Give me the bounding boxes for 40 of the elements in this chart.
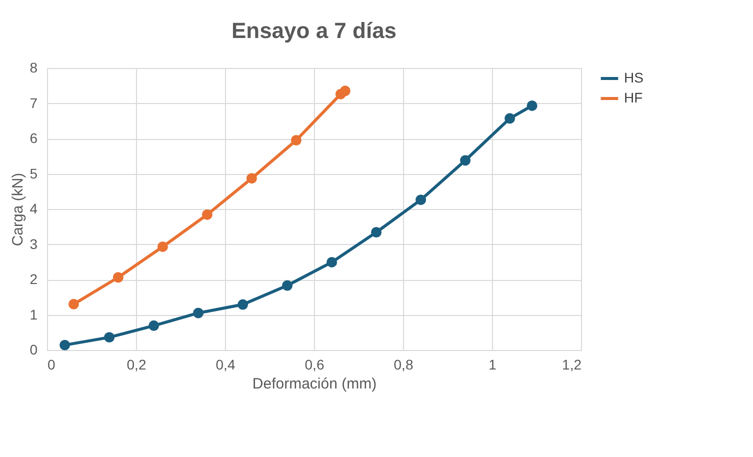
x-tick-label: 1 [488,356,497,372]
x-tick-label: 0,8 [394,356,414,372]
y-tick-label: 2 [30,271,38,287]
point [371,227,382,238]
point [504,113,516,124]
x-tick-label: 0 [48,356,56,372]
y-tick-label: 0 [30,342,38,358]
y-tick-label: 1 [30,306,38,322]
point [246,173,257,184]
legend-label: HF [624,90,643,106]
x-tick-label: 0,6 [304,356,324,372]
point [104,332,115,343]
y-axis-title: Carga (kN) [10,172,27,246]
point [460,155,471,166]
legend-label: HS [624,70,644,86]
point [157,241,168,252]
point [112,272,124,283]
y-tick-label: 5 [30,165,38,182]
y-tick-label: 4 [30,200,38,216]
point [193,308,204,318]
point [202,209,212,220]
y-tick-label: 8 [30,60,38,76]
point [60,340,70,350]
y-tick-label: 6 [30,130,38,146]
point [526,100,538,111]
x-tick-label: 0,2 [126,356,146,372]
x-tick-label: 1,2 [562,356,582,372]
point [238,299,248,310]
point [290,135,302,146]
point [68,298,79,310]
point [282,280,293,291]
y-tick-label: 7 [30,94,38,111]
y-tick-label: 3 [30,236,38,252]
point [148,320,160,331]
point [340,86,350,96]
point [416,194,426,206]
chart-title: Ensayo a 7 días [231,18,397,43]
x-axis-title: Deformación (mm) [252,376,377,392]
point [326,256,338,268]
x-tick-label: 0,4 [216,356,236,372]
